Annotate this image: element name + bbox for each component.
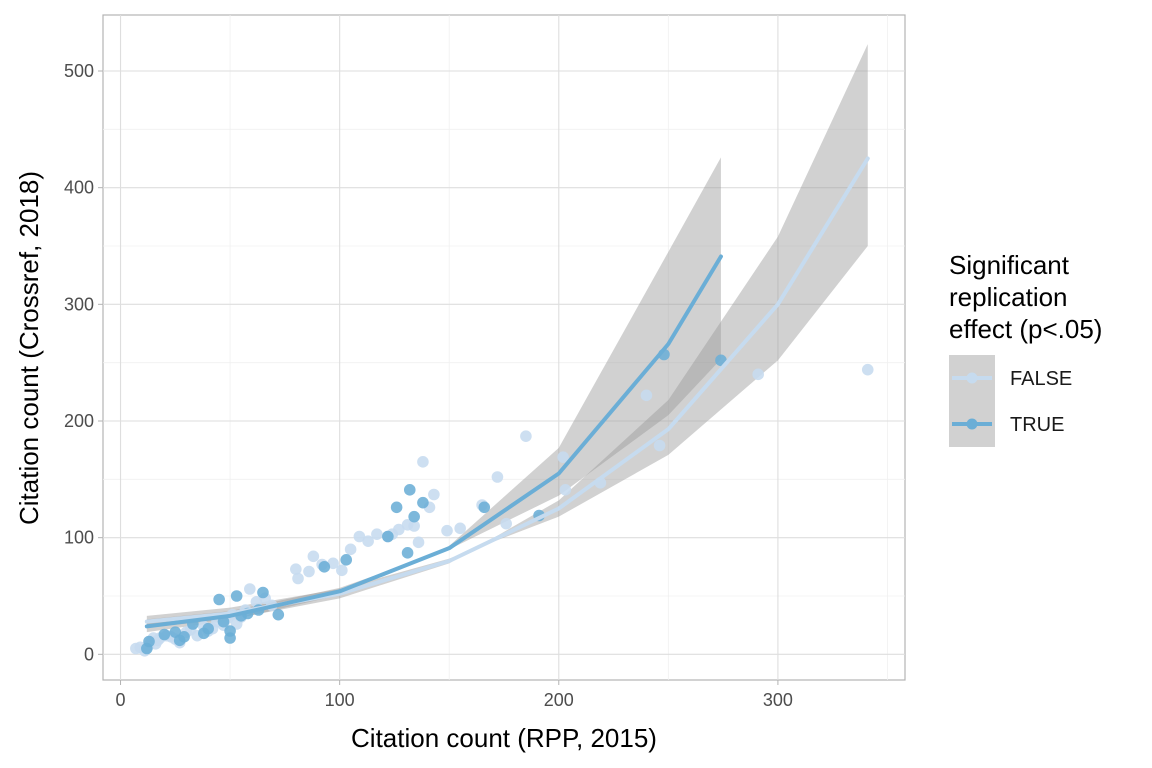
data-point-true [478,501,491,514]
y-axis-title: Citation count (Crossref, 2018) [14,171,44,525]
legend-key-true-dot [966,418,978,430]
y-tick-label: 500 [64,61,94,81]
legend-key-false-dot [966,372,978,384]
data-point-true [318,561,331,573]
data-point-false [491,471,504,483]
data-point-false [292,572,304,585]
data-point-true [158,628,171,641]
y-tick-label: 300 [64,294,94,314]
legend-label-false: FALSE [1010,368,1072,390]
data-point-false [393,523,405,536]
data-point-true [417,496,429,509]
data-point-true [403,484,416,496]
confidence-band-false [146,44,868,628]
data-point-false [303,565,315,578]
data-point-false [500,517,512,530]
data-point-false [353,530,366,543]
x-tick-label: 300 [763,690,793,710]
data-point-false [428,488,440,501]
data-point-true [143,635,155,648]
data-point-false [412,536,425,549]
data-point-true [257,586,269,599]
x-axis-title: Citation count (RPP, 2015) [351,723,657,753]
data-point-false [640,389,653,402]
data-point-true [178,631,190,643]
confidence-band-true [146,157,721,633]
data-point-false [408,520,420,532]
legend-label-true: TRUE [1010,414,1064,436]
data-point-false [307,550,320,563]
fit-curves [144,156,870,629]
axis-ticks: 0 100 200 300 0 100 200 300 400 500 [64,61,793,710]
data-point-false [362,535,374,547]
x-tick-label: 200 [544,690,574,710]
y-tick-label: 0 [84,644,94,664]
data-point-true [401,547,414,559]
data-point-true [272,608,285,621]
data-point-false [417,456,429,468]
data-point-true [202,622,214,635]
data-point-true [408,510,420,523]
data-point-false [327,557,339,570]
data-point-false [290,563,302,575]
data-point-false [557,451,569,463]
x-tick-label: 0 [116,690,126,710]
grid-lines [103,15,905,680]
data-point-false [752,368,764,381]
data-point-false [559,484,572,496]
data-point-true [390,501,403,514]
y-tick-label: 200 [64,411,94,431]
x-tick-label: 100 [325,690,355,710]
data-point-true [224,625,236,637]
data-point-true [213,593,225,606]
data-point-false [336,564,348,577]
fit-curve-true [144,254,723,629]
data-point-false [520,430,532,442]
data-point-false [441,524,453,537]
legend-title-line-1: Significant [949,250,1070,280]
plot-panel [102,14,906,681]
legend-title-line-3: effect (p<.05) [949,314,1102,344]
data-point-true [340,554,353,566]
legend-title-line-2: replication [949,282,1068,312]
y-tick-label: 100 [64,528,94,548]
y-tick-label: 400 [64,178,94,198]
data-point-true [230,590,243,602]
data-point-false [653,439,666,452]
data-point-false [454,522,466,535]
data-point-false [371,528,383,540]
data-point-false [244,583,256,595]
data-point-true [382,530,394,543]
legend: Significant replication effect (p<.05) F… [949,250,1102,447]
confidence-bands [146,44,868,633]
data-point-false [861,363,874,376]
data-point-false [344,543,357,556]
